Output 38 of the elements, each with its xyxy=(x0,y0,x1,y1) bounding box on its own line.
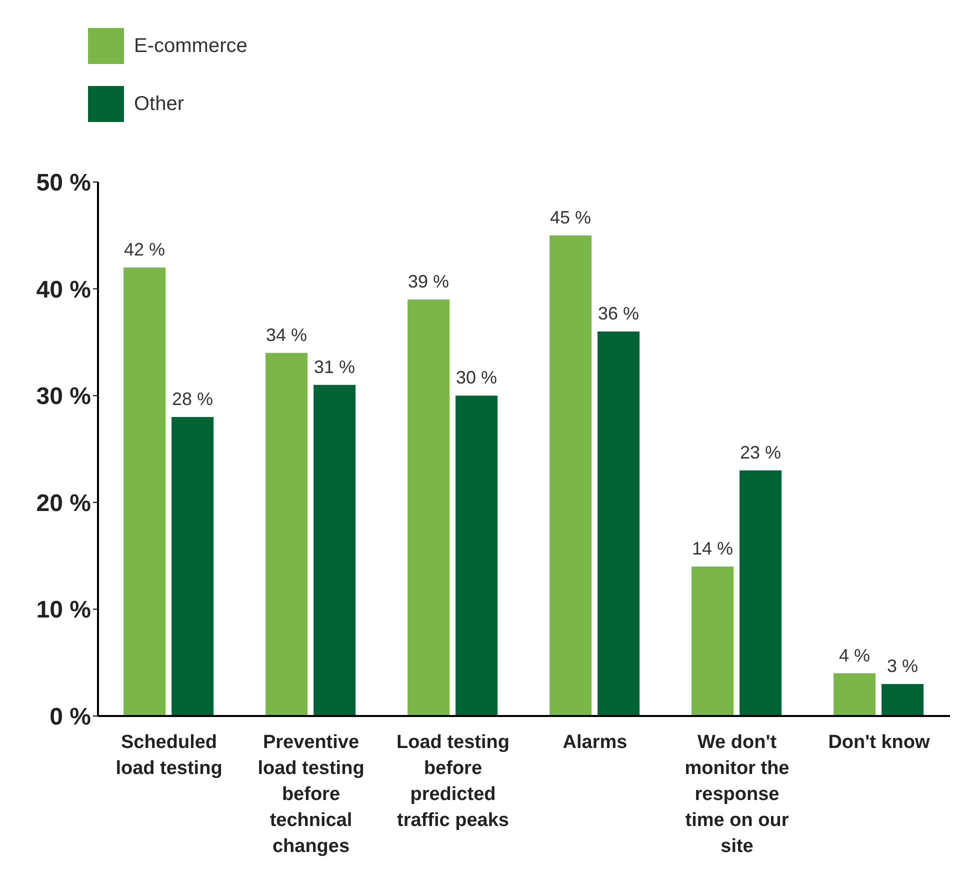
data-label: 28 % xyxy=(172,388,214,409)
bar xyxy=(172,416,214,716)
y-tick-label: 10 % xyxy=(36,596,91,624)
bar xyxy=(314,384,356,716)
data-label: 23 % xyxy=(740,442,782,462)
x-tick-label: We don't monitor the response time on our site xyxy=(684,732,790,857)
data-label: 39 % xyxy=(408,271,450,292)
data-label: 31 % xyxy=(314,356,356,377)
y-tick-label: 0 % xyxy=(50,704,91,731)
legend-label: E-commerce xyxy=(134,34,248,58)
y-tick-label: 20 % xyxy=(36,490,91,517)
bar xyxy=(550,235,592,716)
data-label: 30 % xyxy=(456,368,498,388)
data-label: 34 % xyxy=(266,324,308,345)
data-label: 14 % xyxy=(692,538,734,558)
y-tick-label: 40 % xyxy=(36,276,91,304)
x-tick-label: Preventive load testing before technical changes xyxy=(258,732,364,857)
x-tick-label: Scheduled load testing xyxy=(116,732,222,779)
bar xyxy=(408,299,450,716)
bar xyxy=(834,673,876,716)
bar xyxy=(740,470,782,716)
y-tick-label: 30 % xyxy=(36,383,91,410)
x-tick-label: Don't know xyxy=(828,732,930,753)
data-label: 42 % xyxy=(124,239,166,260)
bar xyxy=(598,332,640,716)
x-tick-label: Alarms xyxy=(562,732,628,753)
bar xyxy=(882,684,924,716)
data-label: 3 % xyxy=(887,656,918,676)
bar xyxy=(692,566,734,716)
legend-label: Other xyxy=(134,92,184,116)
data-label: 4 % xyxy=(839,645,870,666)
bar xyxy=(456,396,498,716)
x-tick-label: Load testing before predicted traffic peaks xyxy=(396,732,510,831)
bar xyxy=(124,267,166,716)
y-tick-label: 50 % xyxy=(36,170,91,197)
data-label: 45 % xyxy=(550,207,592,228)
data-label: 36 % xyxy=(598,304,640,324)
bar xyxy=(266,352,308,716)
